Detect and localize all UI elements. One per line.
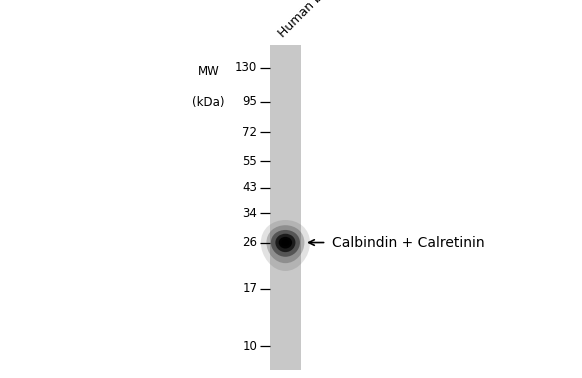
Text: 43: 43	[242, 181, 257, 194]
Text: 26: 26	[242, 236, 257, 249]
Ellipse shape	[275, 234, 296, 252]
Text: 130: 130	[235, 61, 257, 74]
Text: 95: 95	[242, 95, 257, 108]
Ellipse shape	[261, 220, 310, 271]
Text: (kDa): (kDa)	[192, 96, 225, 109]
Ellipse shape	[279, 237, 292, 249]
Text: 10: 10	[242, 340, 257, 353]
Text: 72: 72	[242, 125, 257, 138]
Ellipse shape	[267, 225, 304, 263]
Text: 55: 55	[243, 155, 257, 168]
Text: Human brain: Human brain	[276, 0, 343, 40]
Text: Calbindin + Calretinin: Calbindin + Calretinin	[332, 235, 485, 249]
Bar	[270, 45, 301, 370]
Text: 17: 17	[242, 282, 257, 295]
Text: MW: MW	[198, 65, 219, 78]
Ellipse shape	[271, 230, 300, 257]
Text: 34: 34	[242, 207, 257, 220]
Ellipse shape	[282, 239, 289, 246]
